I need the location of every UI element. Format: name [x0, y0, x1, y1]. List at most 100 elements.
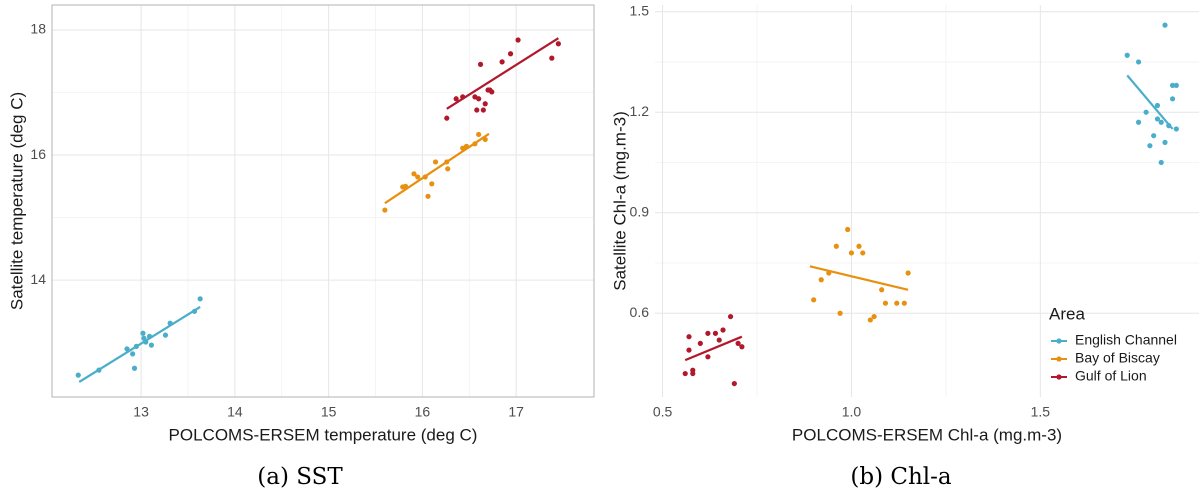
y-axis-title: Satellite temperature (deg C)	[7, 92, 26, 310]
data-point	[1147, 143, 1153, 149]
data-point	[1143, 109, 1149, 115]
data-point	[549, 55, 555, 61]
data-point	[856, 243, 862, 249]
data-point	[1135, 119, 1142, 125]
data-point	[860, 250, 866, 256]
x-tick-label: 17	[508, 404, 524, 420]
data-point	[1173, 126, 1179, 132]
fit-line	[809, 265, 909, 291]
legend-key-point	[1056, 338, 1062, 344]
data-point	[131, 365, 138, 371]
y-tick-label: 0.9	[630, 203, 650, 219]
caption: (b) Chl-a	[850, 464, 952, 490]
data-point	[712, 330, 719, 336]
data-point	[411, 171, 417, 177]
legend-label: English Channel	[1075, 332, 1177, 348]
data-point	[720, 327, 726, 333]
legend-key-point	[1056, 356, 1062, 362]
y-axis-title: Satellite Chl-a (mg.m-3)	[610, 111, 629, 291]
data-point	[162, 332, 169, 338]
data-point	[148, 342, 154, 348]
data-point	[1173, 82, 1179, 89]
data-point	[1135, 59, 1142, 65]
legend-label: Bay of Biscay	[1075, 350, 1160, 366]
data-point	[735, 340, 741, 346]
data-point	[833, 243, 839, 249]
data-point	[555, 41, 561, 47]
x-tick-label: 15	[321, 404, 337, 420]
data-point	[445, 166, 451, 172]
data-point	[690, 367, 696, 373]
data-point	[476, 131, 482, 138]
data-point	[1124, 52, 1130, 58]
data-point	[697, 340, 703, 346]
data-point	[686, 347, 692, 353]
y-tick-label: 14	[30, 271, 46, 287]
data-point	[1158, 159, 1164, 166]
data-point	[905, 270, 911, 276]
data-point	[727, 313, 734, 320]
data-point	[507, 51, 514, 57]
data-point	[1169, 82, 1176, 89]
data-point	[415, 174, 421, 180]
data-point	[705, 354, 711, 360]
data-point	[705, 330, 711, 336]
legend-label: Gulf of Lion	[1075, 368, 1147, 384]
fit-line	[446, 37, 559, 110]
data-point	[716, 337, 722, 343]
data-point	[818, 277, 824, 283]
data-point	[1151, 133, 1157, 139]
data-point	[429, 181, 435, 187]
data-point	[1154, 116, 1161, 122]
data-point	[444, 115, 450, 121]
y-tick-label: 1.2	[630, 103, 650, 119]
panel: 0.5 1.0 1.5 0.6 0.9 1.2 1.5 POLCOMS-ERSEM Chl-a…	[610, 2, 1199, 490]
x-tick-label: 13	[133, 404, 149, 420]
caption: (a) SST	[257, 464, 343, 490]
data-point	[515, 37, 521, 43]
data-point	[432, 159, 439, 165]
data-point	[482, 101, 488, 107]
data-point	[1162, 22, 1168, 28]
data-point	[845, 226, 851, 233]
data-point	[1162, 139, 1168, 145]
data-point	[867, 317, 873, 323]
y-tick-label: 18	[30, 21, 46, 37]
legend-title: Area	[1049, 304, 1085, 323]
fit-line	[1126, 74, 1174, 130]
data-point	[476, 96, 482, 102]
data-point	[879, 287, 885, 293]
data-point	[75, 372, 81, 378]
data-point	[837, 310, 843, 316]
data-point	[197, 296, 203, 302]
legend-key-point	[1056, 374, 1062, 380]
data-point	[894, 300, 900, 306]
x-axis-title: POLCOMS-ERSEM Chl-a (mg.m-3)	[792, 425, 1062, 444]
data-point	[811, 297, 817, 303]
x-tick-label: 1.0	[842, 404, 862, 420]
data-point	[425, 193, 431, 199]
data-point	[1158, 119, 1164, 125]
data-point	[682, 370, 688, 377]
data-point	[474, 107, 480, 113]
data-point	[480, 107, 486, 113]
data-point	[1169, 96, 1176, 102]
data-point	[882, 300, 889, 306]
x-tick-label: 0.5	[653, 404, 673, 420]
data-point	[489, 89, 495, 95]
y-tick-label: 1.5	[630, 2, 650, 18]
data-point	[140, 330, 146, 336]
panel: 13 14 15 16 17 14 16 18 POLCOMS-ERSEM temperatur…	[7, 4, 595, 490]
data-point	[686, 334, 692, 340]
fit-line	[684, 335, 743, 362]
data-point	[124, 346, 130, 352]
data-point	[739, 344, 745, 350]
x-tick-label: 16	[415, 404, 431, 420]
fit-line	[384, 132, 490, 205]
data-point	[130, 351, 136, 357]
data-point	[382, 207, 388, 213]
data-point	[477, 61, 484, 67]
legend: Area English Channel Bay of Biscay Gulf of …	[1049, 304, 1177, 383]
data-point	[901, 300, 907, 306]
